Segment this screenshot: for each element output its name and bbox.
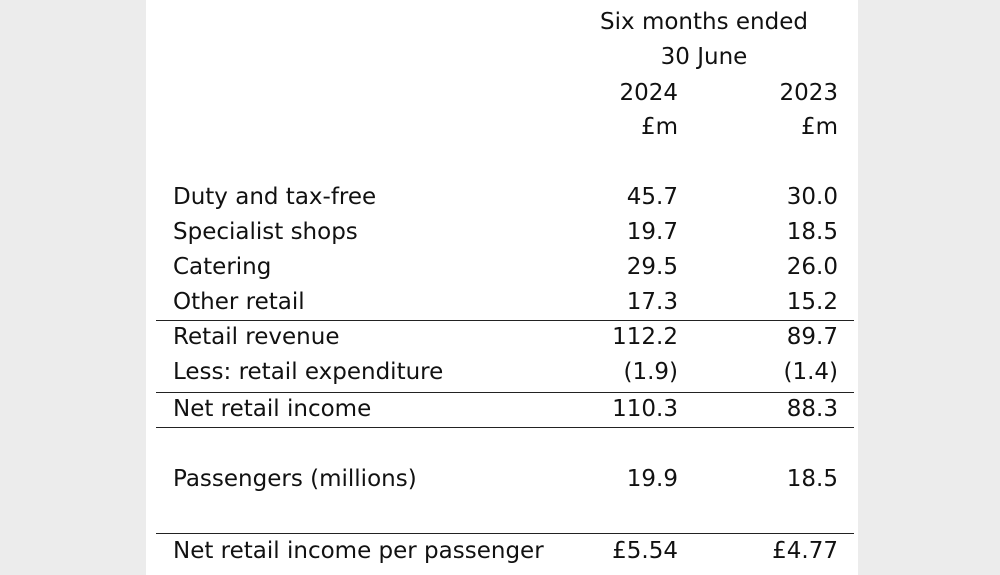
unit-prior-header: £m: [800, 114, 838, 140]
period-heading-line1: Six months ended: [600, 9, 808, 35]
row-label-other-retail: Other retail: [173, 289, 305, 315]
divider-rule: [156, 533, 854, 534]
row-label-specialist-shops: Specialist shops: [173, 219, 358, 245]
year-prior-header: 2023: [779, 80, 838, 106]
row-value-prior: 26.0: [786, 254, 838, 280]
row-label-duty-tax-free: Duty and tax-free: [173, 184, 377, 210]
row-value-current: 112.2: [612, 324, 678, 350]
row-value-current: (1.9): [623, 359, 678, 385]
row-value-current: 29.5: [626, 254, 678, 280]
row-label-retail-revenue: Retail revenue: [173, 324, 340, 350]
row-value-prior: 30.0: [786, 184, 838, 210]
year-current-header: 2024: [619, 80, 678, 106]
row-value-prior: (1.4): [783, 359, 838, 385]
row-label-passengers: Passengers (millions): [173, 466, 417, 492]
unit-current-header: £m: [640, 114, 678, 140]
row-value-prior: 15.2: [786, 289, 838, 315]
period-heading-line2: 30 June: [660, 44, 748, 70]
row-value-current: £5.54: [612, 538, 678, 564]
retail-income-table: Six months ended 30 June 2024 2023 £m £m…: [146, 0, 858, 575]
row-value-prior: £4.77: [772, 538, 838, 564]
divider-rule: [156, 392, 854, 393]
row-value-prior: 18.5: [786, 466, 838, 492]
divider-rule: [156, 427, 854, 428]
row-label-catering: Catering: [173, 254, 272, 280]
row-label-income-per-passenger: Net retail income per passenger: [173, 538, 544, 564]
row-value-current: 45.7: [626, 184, 678, 210]
row-label-retail-expenditure: Less: retail expenditure: [173, 359, 444, 385]
row-value-current: 110.3: [612, 396, 678, 422]
row-label-net-retail-income: Net retail income: [173, 396, 372, 422]
row-value-current: 17.3: [626, 289, 678, 315]
row-value-current: 19.7: [626, 219, 678, 245]
row-value-prior: 88.3: [786, 396, 838, 422]
row-value-prior: 89.7: [786, 324, 838, 350]
row-value-prior: 18.5: [786, 219, 838, 245]
divider-rule: [156, 320, 854, 321]
row-value-current: 19.9: [626, 466, 678, 492]
